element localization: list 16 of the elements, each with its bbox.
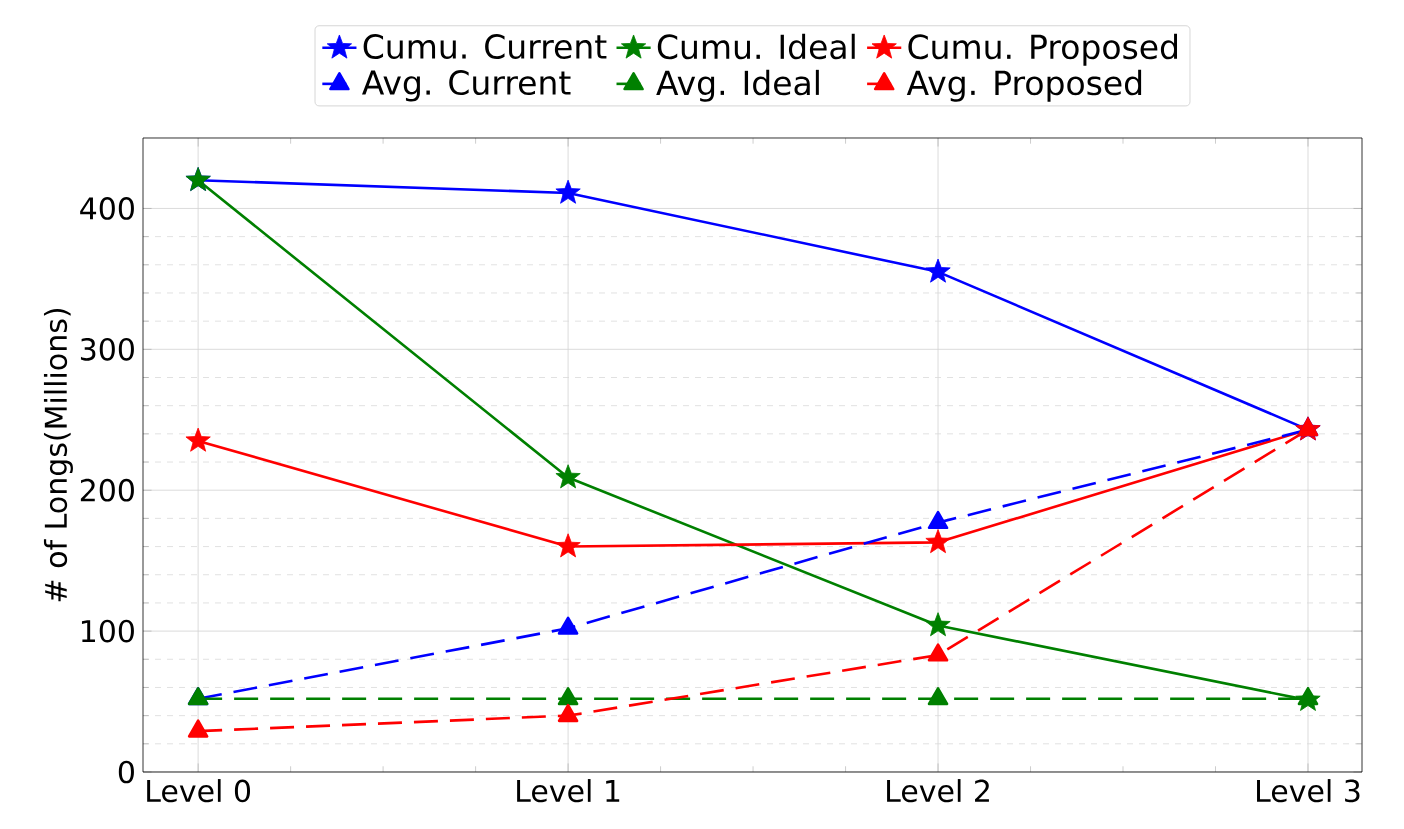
legend-label: Avg. Current xyxy=(362,70,571,102)
x-tick-label: Level 3 xyxy=(1257,779,1360,803)
x-tick-label: Level 0 xyxy=(147,779,251,803)
x-tick-label: Level 1 xyxy=(517,779,620,803)
y-tick-label: 200 xyxy=(80,478,134,502)
y-tick-label: 0 xyxy=(118,760,134,784)
x-tick-label: Level 2 xyxy=(887,779,989,803)
legend-label: Cumu. Ideal xyxy=(657,33,855,60)
y-tick-label: 400 xyxy=(80,197,134,220)
legend-label: Cumu. Current xyxy=(363,34,607,59)
y-tick-label: 100 xyxy=(81,619,134,643)
legend-label: Cumu. Proposed xyxy=(908,33,1178,66)
legend-label: Avg. Proposed xyxy=(906,69,1142,102)
y-tick-label: 300 xyxy=(80,337,134,361)
y-axis-title: # of Longs(Millions) xyxy=(43,309,73,602)
legend-label: Avg. Ideal xyxy=(656,69,819,102)
